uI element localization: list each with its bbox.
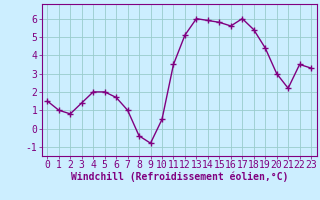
X-axis label: Windchill (Refroidissement éolien,°C): Windchill (Refroidissement éolien,°C)	[70, 172, 288, 182]
